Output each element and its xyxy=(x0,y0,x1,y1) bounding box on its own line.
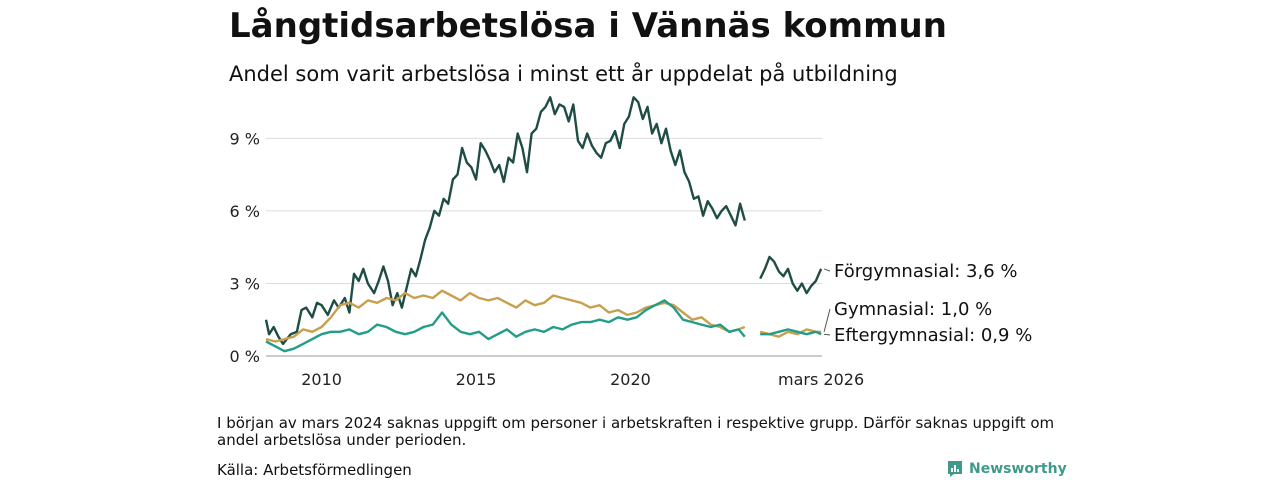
series-line-förgymnasial-segment-1 xyxy=(264,96,746,346)
chart-title: Långtidsarbetslösa i Vännäs kommun xyxy=(229,6,947,46)
label-connector xyxy=(824,333,831,336)
gridlines xyxy=(266,137,822,357)
y-tick-label: 6 % xyxy=(230,202,260,221)
series-end-labels: Förgymnasial: 3,6 % Gymnasial: 1,0 % Efter… xyxy=(823,261,1032,346)
series-line-eftergymnasial-segment-2 xyxy=(760,328,822,336)
series-line-gymnasial-segment-1 xyxy=(265,289,746,343)
y-axis-ticks: 0 % 3 % 6 % 9 % xyxy=(230,129,260,366)
series-label-gymnasial: Gymnasial: 1,0 % xyxy=(834,299,992,320)
brand-name: Newsworthy xyxy=(969,461,1067,477)
x-tick-label: 2015 xyxy=(456,370,497,389)
x-tick-label: mars 2026 xyxy=(778,370,864,389)
series-label-eftergymnasial: Eftergymnasial: 0,9 % xyxy=(834,325,1032,346)
footnote: I början av mars 2024 saknas uppgift om … xyxy=(217,414,1055,449)
series-line-förgymnasial-segment-2 xyxy=(759,255,823,295)
newsworthy-logo-icon xyxy=(948,461,962,477)
x-tick-label: 2020 xyxy=(610,370,651,389)
chart-subtitle: Andel som varit arbetslösa i minst ett å… xyxy=(229,62,898,86)
label-connector xyxy=(823,308,831,332)
label-connector xyxy=(823,268,831,272)
series-label-förgymnasial: Förgymnasial: 3,6 % xyxy=(834,261,1018,282)
source-text: Källa: Arbetsförmedlingen xyxy=(217,461,412,479)
series-lines xyxy=(264,96,823,353)
newsworthy-logo: Newsworthy xyxy=(946,459,1067,479)
x-axis-ticks: 2010 2015 2020 mars 2026 xyxy=(301,370,864,389)
series-line-eftergymnasial-segment-1 xyxy=(265,299,746,353)
y-tick-label: 0 % xyxy=(230,347,260,366)
x-tick-label: 2010 xyxy=(301,370,342,389)
y-tick-label: 9 % xyxy=(230,129,260,148)
y-tick-label: 3 % xyxy=(230,274,260,293)
